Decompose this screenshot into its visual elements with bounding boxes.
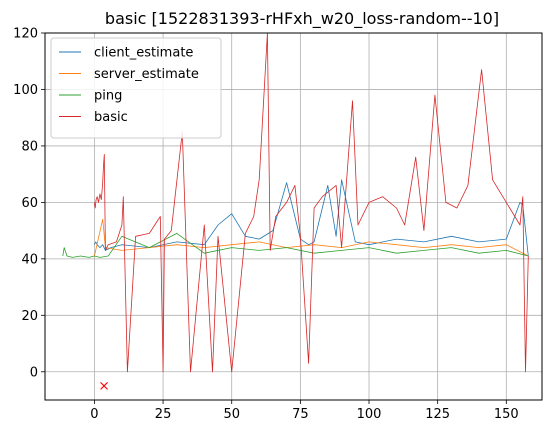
x-tick-label: 100 (357, 407, 382, 422)
legend-label: ping (94, 89, 122, 104)
y-tick-label: 80 (21, 139, 38, 154)
series-line-server-estimate (94, 218, 529, 257)
x-tick-label: 50 (223, 407, 240, 422)
axes: 0 25 50 75 100 125 150 0 20 40 60 80 100 120 (13, 27, 519, 423)
x-tick-label: 125 (425, 407, 450, 422)
y-tick-label: 60 (21, 196, 38, 211)
y-tick-label: 40 (21, 252, 38, 267)
chart-title: basic [1522831393-rHFxh_w20_loss-random-… (105, 9, 499, 29)
series-line-basic (94, 32, 529, 373)
x-tick-label: 25 (155, 407, 172, 422)
x-marker (100, 381, 108, 390)
legend-box (50, 37, 222, 139)
y-tick-label: 120 (13, 27, 38, 42)
legend-label: server_estimate (94, 67, 199, 82)
annotations (100, 381, 108, 390)
plot-area (62, 32, 529, 373)
x-tick-label: 75 (292, 407, 309, 422)
x-tick-label: 150 (494, 407, 519, 422)
y-tick-label: 0 (30, 365, 38, 380)
y-tick-label: 20 (21, 309, 38, 324)
series-line-client-estimate (94, 179, 529, 257)
x-marker-stroke (100, 381, 108, 390)
series-line-ping (62, 232, 529, 258)
plot-frame (44, 32, 543, 401)
y-tick-label: 100 (13, 83, 38, 98)
x-tick-label: 0 (90, 407, 98, 422)
legend-label: client_estimate (94, 46, 193, 61)
legend-label: basic (94, 110, 128, 125)
